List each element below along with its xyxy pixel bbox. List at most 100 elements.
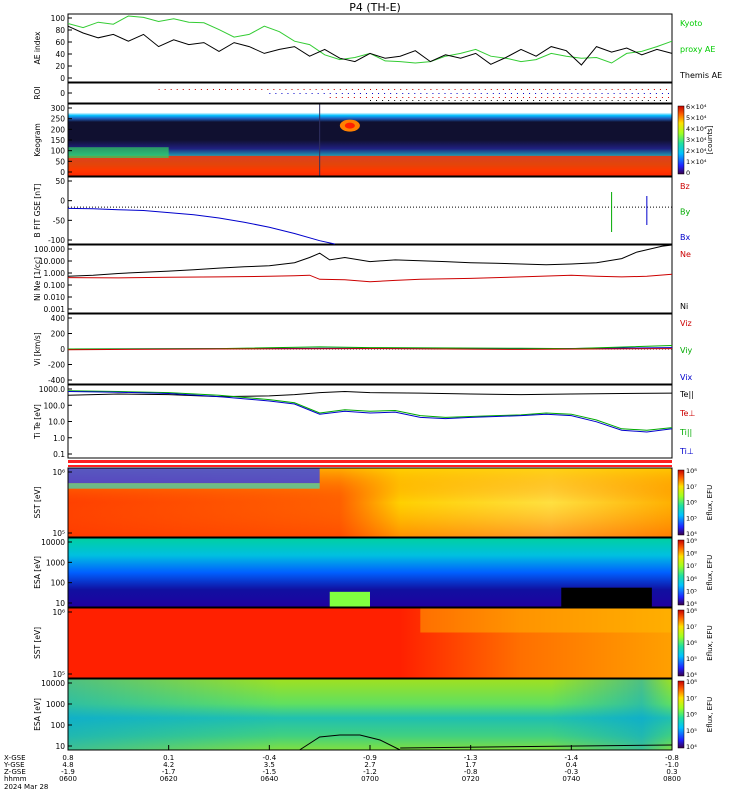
esa-i-colorbar-label: Eflux, EFU xyxy=(706,697,714,732)
roi-dot xyxy=(631,93,633,94)
roi-dot xyxy=(655,97,657,98)
roi-dot xyxy=(504,97,506,98)
time-row-value: -1.9 xyxy=(61,768,75,776)
roi-dot xyxy=(414,93,416,94)
roi-dot xyxy=(275,93,277,94)
roi-dot xyxy=(587,89,589,90)
roi-dot xyxy=(502,100,504,101)
roi-dot xyxy=(317,93,319,94)
keogram-colorbar-tick: 1×10⁴ xyxy=(686,158,707,166)
roi-dot xyxy=(599,100,601,101)
roi-dot xyxy=(527,100,529,101)
density-legend-0: Ne xyxy=(680,250,691,259)
roi-dot xyxy=(309,89,311,90)
roi-dot xyxy=(462,97,464,98)
time-row-value: -1.4 xyxy=(564,754,578,762)
esa-i-potential-tail xyxy=(400,744,673,749)
sst-i-colorbar-tick: 10⁸ xyxy=(686,607,697,615)
roi-dot xyxy=(569,89,571,90)
ae-legend-0: Kyoto xyxy=(680,19,702,28)
roi-dot xyxy=(378,93,380,94)
roi-dot xyxy=(333,89,335,90)
roi-dot xyxy=(577,93,579,94)
velocity-ytick-label: -200 xyxy=(48,361,65,370)
roi-dot xyxy=(577,97,579,98)
roi-dot xyxy=(635,89,637,90)
esa-e-colorbar-tick: 10⁹ xyxy=(686,537,697,545)
esa-e-colorbar-tick: 10⁷ xyxy=(686,562,697,570)
roi-dot xyxy=(516,97,518,98)
time-row-value: -0.8 xyxy=(464,768,478,776)
roi-dot xyxy=(158,89,160,90)
time-row-value: -0.3 xyxy=(564,768,578,776)
roi-dot xyxy=(541,93,543,94)
roi-dot xyxy=(575,100,577,101)
roi-dot xyxy=(388,89,390,90)
roi-dot xyxy=(480,93,482,94)
roi-dot xyxy=(527,89,529,90)
roi-dot xyxy=(583,93,585,94)
roi-dot xyxy=(420,97,422,98)
keogram-colorbar-tick: 6×10⁴ xyxy=(686,103,707,111)
roi-dot xyxy=(583,97,585,98)
temperature-series-ti xyxy=(67,391,673,433)
esa-i-colorbar-tick: 10⁶ xyxy=(686,711,697,719)
sst-e-colorbar-tick: 10⁸ xyxy=(686,467,697,475)
roi-dot xyxy=(468,93,470,94)
time-axis: X-GSE 0.8 0.1 -0.4 -0.9 -1.3 -1.4 -0.8 Y-GSE 4.8 4… xyxy=(3,745,681,791)
roi-dot xyxy=(341,93,343,94)
roi-dot xyxy=(569,100,571,101)
roi-dot xyxy=(619,97,621,98)
roi-dot xyxy=(321,89,323,90)
time-row-value: 0620 xyxy=(160,775,178,783)
roi-dot xyxy=(468,97,470,98)
roi-dot xyxy=(631,97,633,98)
roi-dot xyxy=(649,93,651,94)
roi-dot xyxy=(448,89,450,90)
roi-dot xyxy=(299,93,301,94)
roi-dot xyxy=(661,97,663,98)
roi-dot xyxy=(402,97,404,98)
roi-dot xyxy=(611,89,613,90)
temperature-legend-0: Te|| xyxy=(679,390,694,399)
esa-e-ytick-label: 10000 xyxy=(41,538,65,547)
roi-dot xyxy=(347,97,349,98)
time-row-value: 0.8 xyxy=(62,754,73,762)
time-row-value: 0740 xyxy=(562,775,580,783)
roi-dot xyxy=(565,93,567,94)
keogram-colorbar-label: [counts] xyxy=(706,125,714,154)
roi-dot xyxy=(408,93,410,94)
roi-dot xyxy=(390,97,392,98)
roi-dot xyxy=(502,89,504,90)
roi-dot xyxy=(430,100,432,101)
velocity-series-viz xyxy=(67,348,673,351)
bfield-ytick-label: -50 xyxy=(53,216,65,225)
roi-dot xyxy=(384,93,386,94)
roi-dot xyxy=(571,97,573,98)
roi-dot xyxy=(607,97,609,98)
roi-dot xyxy=(589,93,591,94)
sst-i-colorbar-tick: 10⁷ xyxy=(686,623,697,631)
velocity-ylabel: Vi [km/s] xyxy=(33,332,42,365)
sst-i-colorbar-tick: 10⁶ xyxy=(686,639,697,647)
roi-dot xyxy=(444,97,446,98)
roi-dot xyxy=(430,89,432,90)
roi-dot xyxy=(414,97,416,98)
roi-dot xyxy=(510,97,512,98)
time-row-value: 0800 xyxy=(663,775,681,783)
roi-dot xyxy=(611,100,613,101)
sst-i-frame xyxy=(67,607,673,679)
roi-dot xyxy=(225,89,227,90)
roi-dot xyxy=(563,100,565,101)
roi-dot xyxy=(492,93,494,94)
velocity-legend-1: Viy xyxy=(680,346,693,355)
roi-dot xyxy=(498,93,500,94)
roi-dot xyxy=(164,89,166,90)
roi-dot xyxy=(607,93,609,94)
bfield-ytick-label: 0 xyxy=(60,197,65,206)
roi-dot xyxy=(647,89,649,90)
roi-dot xyxy=(372,93,374,94)
sst-e-blue-band xyxy=(68,468,320,484)
time-row-value: 0.4 xyxy=(566,761,578,769)
